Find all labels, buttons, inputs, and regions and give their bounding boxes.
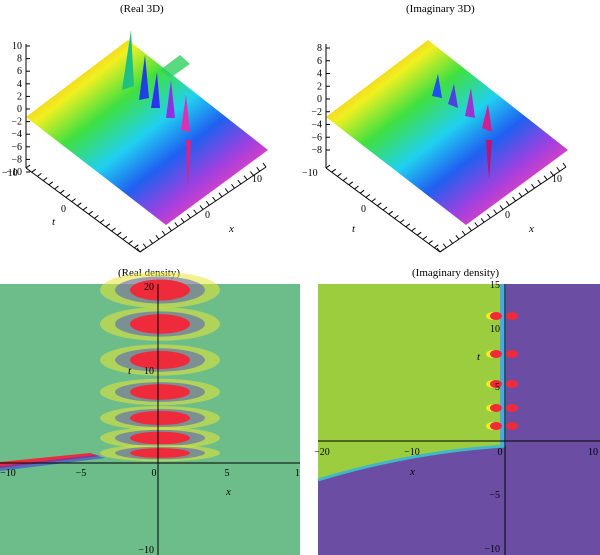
imag-density-panel: (Imaginary density) −20 −10 0 10 15 10 5 −5 −10 … (300, 267, 600, 555)
x-tick-label: 0 (152, 468, 157, 479)
y-tick-label: 10 (144, 366, 154, 377)
z-tick-label: 6 (17, 66, 22, 77)
real-3d-panel: (Real 3D) (0, 0, 300, 275)
y-tick-label: 15 (490, 280, 500, 291)
t-zero-label: 0 (61, 204, 66, 215)
x-tick-label: −20 (314, 447, 330, 458)
x-axis-label: x (228, 223, 234, 235)
t-axis-label: t (52, 216, 56, 228)
x-axis-label: x (528, 223, 534, 235)
peak (482, 104, 492, 132)
x-max-label: 10 (252, 174, 262, 185)
z-tick-label: 0 (17, 104, 22, 115)
z-tick-label: −8 (311, 145, 322, 156)
z-tick-label: 6 (317, 56, 322, 67)
z-tick-label: 2 (317, 81, 322, 92)
z-tick-label: −4 (311, 120, 322, 131)
z-tick-label: −4 (11, 129, 22, 140)
z-tick-label: 8 (17, 54, 22, 65)
imag-density-plot: −20 −10 0 10 15 10 5 −5 −10 x t (314, 280, 600, 555)
y-tick-label: −10 (138, 545, 154, 555)
t-zero-label: 0 (361, 204, 366, 215)
imag-3d-title: (Imaginary 3D) (406, 3, 475, 15)
z-tick-label: −6 (311, 132, 322, 143)
t-axis-label: t (477, 351, 481, 363)
z-tick-label: −8 (11, 154, 22, 165)
x-axis-label: x (225, 486, 231, 498)
x-tick-label: −5 (76, 468, 87, 479)
x-tick-label: 10 (295, 468, 300, 479)
z-tick-label: −2 (11, 117, 22, 128)
t-min-label: −10 (302, 168, 318, 179)
peak (151, 72, 160, 108)
z-tick-label: 4 (17, 79, 22, 90)
z-tick-label: −10 (6, 167, 22, 178)
y-tick-label: 10 (490, 324, 500, 335)
peak (181, 95, 190, 132)
peak (139, 55, 149, 100)
real-3d-plot: 10 86 42 0 −2−4 −6−8 −10 −10 0 t 0 x 10 (2, 30, 268, 253)
x-tick-label: 5 (225, 468, 230, 479)
z-tick-label: 4 (317, 69, 322, 80)
x-tick-label: −10 (404, 447, 420, 458)
y-tick-label: −10 (484, 544, 500, 555)
z-tick-label: 10 (12, 41, 22, 52)
real-3d-title: (Real 3D) (120, 3, 164, 15)
peak (166, 80, 175, 118)
t-axis-label: t (128, 365, 132, 377)
z-tick-label: 8 (317, 43, 322, 54)
x-tick-label: 0 (498, 447, 503, 458)
peak (448, 84, 458, 108)
z-tick-label: −6 (11, 142, 22, 153)
z-tick-label: −2 (311, 107, 322, 118)
real-density-panel: (Real density) −10−505102010−10 x t (0, 267, 300, 555)
imag-3d-plot: 8 6 42 0 −2 −4−6 −8 −10 0 t 0 x 10 (302, 40, 568, 253)
y-tick-label: 5 (495, 382, 500, 393)
z-tick-label: 2 (17, 91, 22, 102)
z-tick-label: 0 (317, 94, 322, 105)
x-max-label: 10 (552, 174, 562, 185)
peak (186, 140, 191, 188)
y-tick-label: 20 (144, 282, 154, 293)
imag-density-title: (Imaginary density) (412, 267, 500, 279)
peak (122, 30, 134, 90)
y-tick-label: −5 (489, 490, 500, 501)
real-density-plot: −10 −5 0 5 10 20 10 −10 x t (0, 272, 300, 555)
x-tick-label: −10 (0, 468, 16, 479)
x-zero-label: 0 (505, 210, 510, 221)
peak (486, 140, 492, 180)
imag-3d-panel: (Imaginary 3D) 8 6 4 2 0 −2 −4 −6 −8 −10 0 t 0 x… (300, 0, 600, 275)
t-axis-label: t (352, 223, 356, 235)
x-tick-label: 10 (588, 447, 598, 458)
peak (465, 88, 475, 118)
x-zero-label: 0 (205, 210, 210, 221)
t-min-label: −10 (2, 168, 18, 179)
x-axis-label: x (409, 466, 415, 478)
peak (432, 74, 442, 98)
